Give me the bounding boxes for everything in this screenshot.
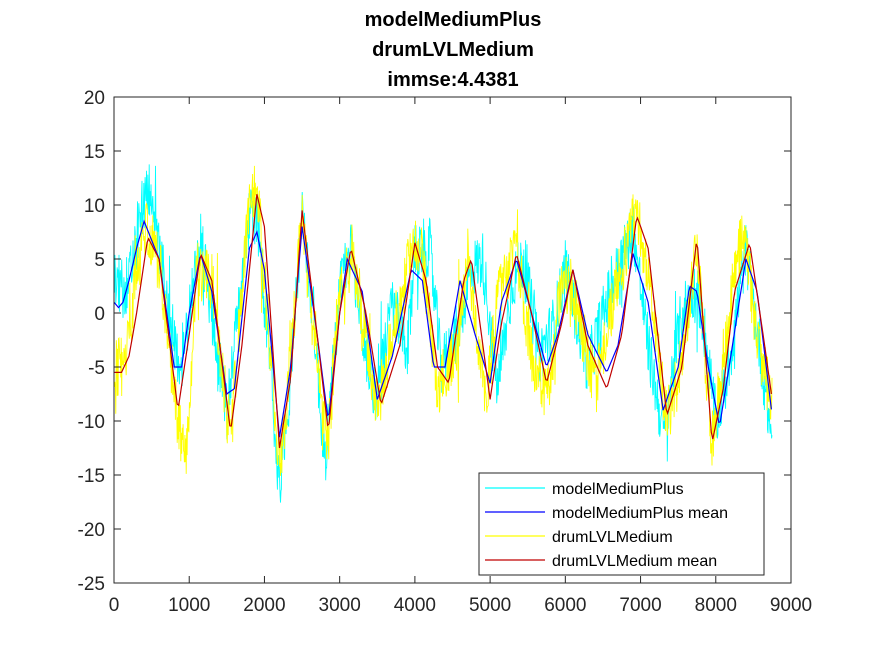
chart-title-line-2: drumLVLMedium [372,39,534,61]
x-tick-label: 4000 [394,595,436,616]
y-tick-label: -10 [78,412,105,433]
x-tick-label: 2000 [243,595,285,616]
x-tick-label: 3000 [319,595,361,616]
y-tick-label: -5 [88,358,105,379]
y-tick-label: -20 [78,520,105,541]
y-tick-label: 20 [84,88,105,109]
x-tick-label: 5000 [469,595,511,616]
y-tick-label: 10 [84,196,105,217]
series-line-3 [113,165,773,476]
legend-label-2: modelMediumPlus mean [552,505,728,522]
x-tick-label: 6000 [544,595,586,616]
y-tick-label: 15 [84,142,105,163]
axes-layer: 0 1000 2000 3000 4000 5000 6000 7000 8000 9000 -25… [78,88,813,616]
x-tick-label: 7000 [619,595,661,616]
y-tick-label: -25 [78,574,105,595]
legend-label-1: modelMediumPlus [552,481,684,498]
legend-label-4: drumLVLMedium mean [552,553,717,570]
legend-label-3: drumLVLMedium [552,529,673,546]
x-tick-label: 9000 [770,595,812,616]
x-tick-label: 8000 [695,595,737,616]
series-line-4 [114,194,772,449]
x-tick-label: 0 [109,595,120,616]
legend: modelMediumPlus modelMediumPlus mean dru… [478,472,765,576]
chart-title-line-1: modelMediumPlus [365,9,542,31]
y-tick-label: 5 [94,250,105,271]
legend-box [478,472,765,576]
series-layer [113,164,773,503]
chart-title-line-3: immse:4.4381 [387,69,518,91]
x-tick-label: 1000 [168,595,210,616]
axes-box [113,96,792,584]
y-tick-label: -15 [78,466,105,487]
y-tick-label: 0 [94,304,105,325]
